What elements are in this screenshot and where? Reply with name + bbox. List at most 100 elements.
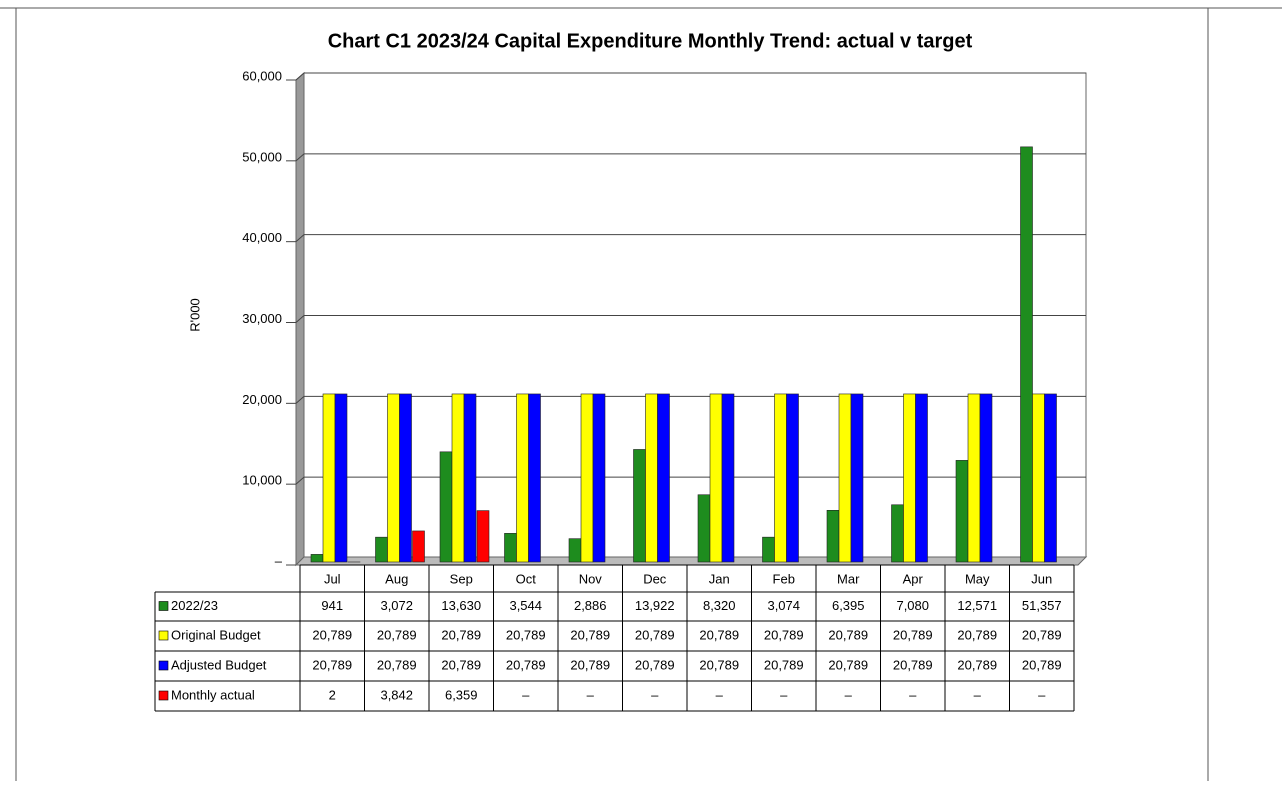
legend-swatch	[159, 661, 168, 670]
y-tick-label: 30,000	[242, 311, 282, 326]
x-tick-label: Jul	[324, 571, 341, 586]
table-value: 20,789	[699, 657, 739, 672]
legend-label: Original Budget	[171, 627, 261, 642]
bar	[658, 394, 670, 562]
table-value: 20,789	[1022, 657, 1062, 672]
legend-swatch	[159, 602, 168, 611]
bar	[376, 537, 388, 562]
table-value: 13,630	[441, 598, 481, 613]
bar	[335, 394, 347, 562]
x-tick-label: Nov	[579, 571, 603, 586]
table-value: –	[522, 687, 530, 702]
table-value: –	[845, 687, 853, 702]
table-value: 3,072	[380, 598, 413, 613]
legend-label: Adjusted Budget	[171, 657, 267, 672]
bar	[505, 533, 517, 562]
y-tick-label: 10,000	[242, 473, 282, 488]
bar	[787, 394, 799, 562]
legend-swatch	[159, 691, 168, 700]
table-value: 2	[329, 687, 336, 702]
table-value: 20,789	[699, 627, 739, 642]
x-tick-label: May	[965, 571, 990, 586]
bar	[827, 510, 839, 562]
bar	[323, 394, 335, 562]
bar	[464, 394, 476, 562]
table-value: 20,789	[957, 657, 997, 672]
table-value: 20,789	[1022, 627, 1062, 642]
table-value: –	[716, 687, 724, 702]
bar	[517, 394, 529, 562]
legend-label: 2022/23	[171, 598, 218, 613]
table-value: –	[974, 687, 982, 702]
table-value: 6,395	[832, 598, 865, 613]
bar	[892, 505, 904, 562]
table-value: –	[1038, 687, 1046, 702]
table-value: 20,789	[570, 627, 610, 642]
table-value: 20,789	[764, 627, 804, 642]
table-value: 13,922	[635, 598, 675, 613]
bar	[710, 394, 722, 562]
table-value: 12,571	[957, 598, 997, 613]
bar	[413, 531, 425, 562]
table-value: 8,320	[703, 598, 736, 613]
table-value: 20,789	[377, 657, 417, 672]
x-tick-label: Sep	[450, 571, 473, 586]
table-value: 20,789	[570, 657, 610, 672]
table-value: 20,789	[893, 627, 933, 642]
bar	[722, 394, 734, 562]
x-tick-label: Apr	[903, 571, 924, 586]
bar	[1045, 394, 1057, 562]
bar	[452, 394, 464, 562]
x-tick-label: Jun	[1031, 571, 1052, 586]
y-tick-label: 40,000	[242, 230, 282, 245]
table-value: 7,080	[896, 598, 929, 613]
table-value: 3,544	[509, 598, 542, 613]
bar	[477, 511, 489, 562]
bar	[851, 394, 863, 562]
y-tick-label: 20,000	[242, 392, 282, 407]
table-value: 20,789	[957, 627, 997, 642]
x-tick-label: Oct	[516, 571, 537, 586]
x-tick-label: Aug	[385, 571, 408, 586]
table-value: –	[909, 687, 917, 702]
bar	[775, 394, 787, 562]
y-tick-label: –	[275, 553, 283, 568]
y-axis-label: R'000	[187, 298, 202, 332]
x-tick-label: Mar	[837, 571, 860, 586]
table-value: 20,789	[506, 657, 546, 672]
bar	[388, 394, 400, 562]
table-value: 20,789	[828, 627, 868, 642]
x-tick-label: Feb	[773, 571, 795, 586]
table-value: –	[651, 687, 659, 702]
table-value: 20,789	[635, 627, 675, 642]
table-value: 20,789	[441, 627, 481, 642]
bar	[1021, 147, 1033, 562]
y-tick-label: 60,000	[242, 68, 282, 83]
table-value: 20,789	[441, 657, 481, 672]
bar	[593, 394, 605, 562]
table-value: 20,789	[828, 657, 868, 672]
table-value: 20,789	[893, 657, 933, 672]
table-value: 20,789	[312, 657, 352, 672]
bar	[581, 394, 593, 562]
bar	[440, 452, 452, 562]
table-value: –	[587, 687, 595, 702]
bar	[968, 394, 980, 562]
y-tick-label: 50,000	[242, 149, 282, 164]
table-value: 2,886	[574, 598, 607, 613]
bar	[529, 394, 541, 562]
table-value: 3,842	[380, 687, 413, 702]
bar	[904, 394, 916, 562]
bar	[763, 537, 775, 562]
x-tick-label: Jan	[709, 571, 730, 586]
bar	[1033, 394, 1045, 562]
bar	[634, 449, 646, 562]
table-value: 51,357	[1022, 598, 1062, 613]
bar	[980, 394, 992, 562]
table-value: 6,359	[445, 687, 478, 702]
bar	[839, 394, 851, 562]
chart-title: Chart C1 2023/24 Capital Expenditure Mon…	[328, 30, 973, 52]
table-value: 20,789	[377, 627, 417, 642]
legend-label: Monthly actual	[171, 687, 255, 702]
